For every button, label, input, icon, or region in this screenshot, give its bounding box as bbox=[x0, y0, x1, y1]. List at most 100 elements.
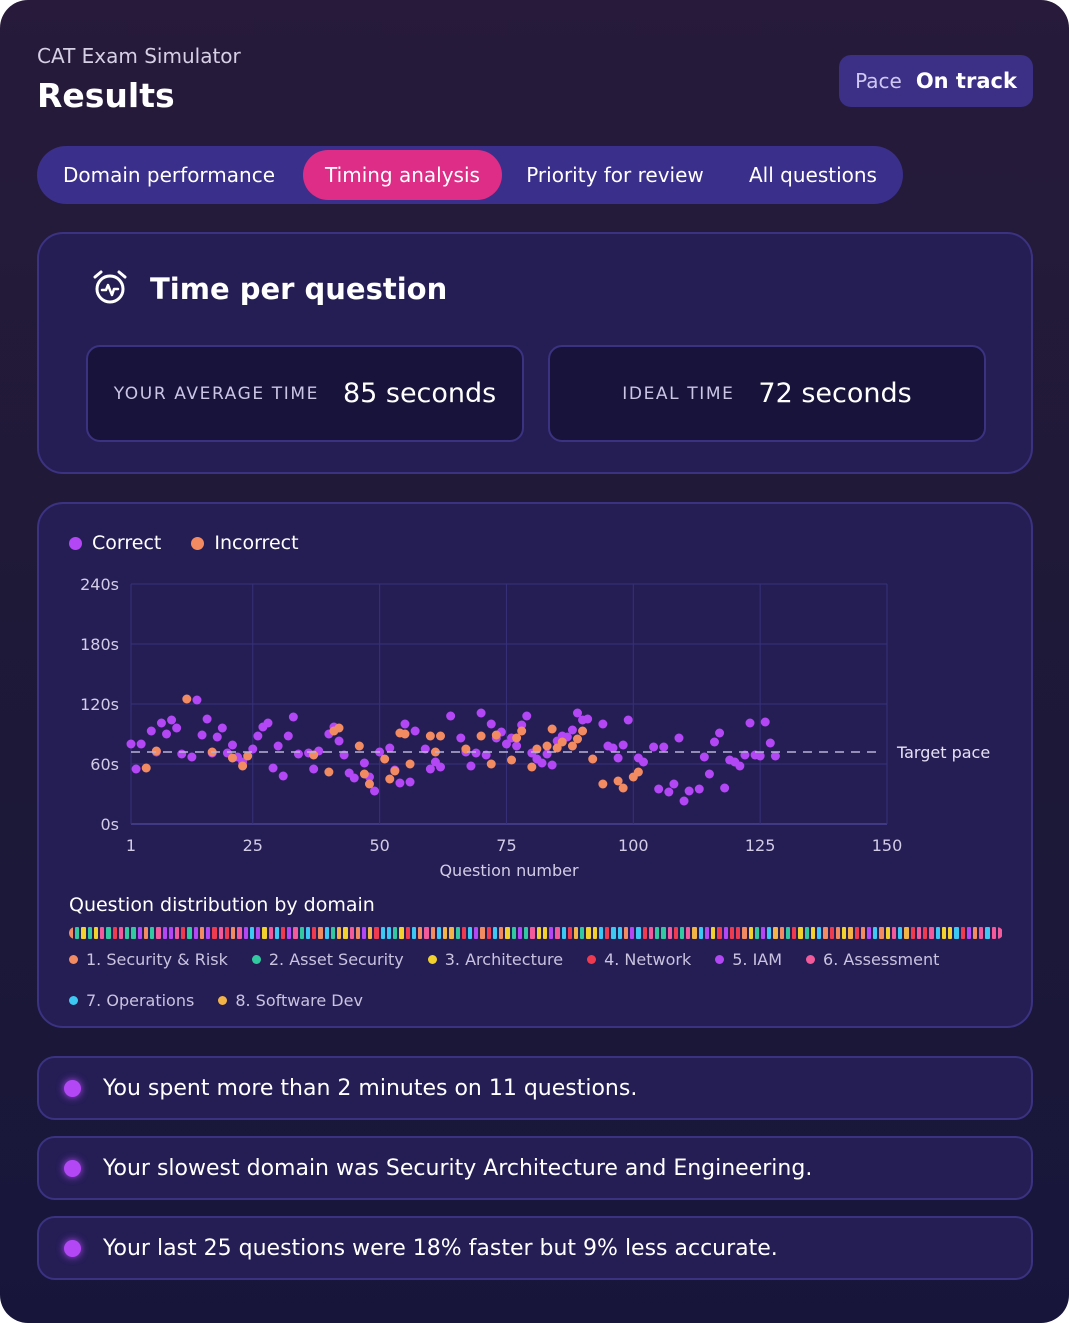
domain-strip-cell bbox=[112, 927, 117, 939]
correct-point bbox=[618, 740, 628, 750]
correct-point bbox=[425, 764, 435, 774]
correct-point bbox=[136, 739, 146, 749]
domain-strip-cell bbox=[380, 927, 385, 939]
domain-legend-item: 6. Assessment bbox=[806, 950, 939, 969]
domain-legend-label: 7. Operations bbox=[86, 991, 195, 1010]
domain-strip-cell bbox=[717, 927, 722, 939]
domain-strip-cell bbox=[673, 927, 678, 939]
correct-point bbox=[293, 749, 303, 759]
correct-point bbox=[649, 742, 659, 752]
domain-legend: 1. Security & Risk 2. Asset Security 3. Ar… bbox=[69, 950, 969, 1010]
domain-strip-cell bbox=[648, 927, 654, 939]
domain-strip-cell bbox=[617, 927, 622, 939]
tab-domain-performance[interactable]: Domain performance bbox=[62, 163, 276, 187]
domain-legend-label: 2. Asset Security bbox=[268, 950, 404, 969]
tab-timing-analysis[interactable]: Timing analysis bbox=[303, 150, 502, 200]
domain-strip-cell bbox=[873, 927, 878, 939]
domain-strip-cell bbox=[156, 927, 161, 939]
domain-strip-cell bbox=[524, 927, 529, 939]
domain-strip-cell bbox=[948, 927, 953, 939]
correct-point bbox=[456, 733, 466, 743]
correct-point bbox=[572, 708, 582, 718]
correct-point bbox=[567, 725, 577, 735]
domain-strip-cell bbox=[181, 927, 186, 939]
domain-strip-cell bbox=[100, 927, 105, 939]
correct-point bbox=[694, 784, 704, 794]
x-tick-label: 1 bbox=[126, 836, 136, 855]
incorrect-point bbox=[324, 767, 334, 777]
domain-strip-cell bbox=[729, 927, 735, 939]
domain-legend-label: 8. Software Dev bbox=[235, 991, 363, 1010]
domain-strip-cell bbox=[499, 927, 504, 939]
incorrect-point bbox=[572, 734, 582, 744]
domain-strip-cell bbox=[804, 927, 809, 939]
domain-strip-cell bbox=[636, 927, 641, 939]
tab-priority-for-review[interactable]: Priority for review bbox=[526, 163, 704, 187]
domain-strip-cell bbox=[748, 927, 753, 939]
domain-strip-cell bbox=[898, 927, 903, 939]
domain-strip-cell bbox=[293, 927, 298, 939]
domain-strip-cell bbox=[511, 927, 516, 939]
y-tick-label: 120s bbox=[80, 695, 119, 714]
domain-strip-cell bbox=[686, 927, 691, 939]
domain-strip-cell bbox=[623, 927, 629, 939]
correct-point bbox=[466, 761, 476, 771]
insight-last-questions: Your last 25 questions were 18% faster b… bbox=[37, 1216, 1033, 1280]
average-time-stat: YOUR AVERAGE TIME 85 seconds bbox=[86, 345, 524, 442]
domain-legend-item: 1. Security & Risk bbox=[69, 950, 228, 969]
domain-strip-cell bbox=[324, 927, 329, 939]
correct-point bbox=[162, 729, 172, 739]
domain-strip-cell bbox=[567, 927, 572, 939]
correct-point bbox=[664, 787, 674, 797]
domain-strip-cell bbox=[256, 927, 261, 939]
domain-strip-cell bbox=[237, 927, 242, 939]
domain-strip-cell bbox=[468, 927, 473, 939]
tab-all-questions[interactable]: All questions bbox=[749, 163, 877, 187]
domain-legend-label: 5. IAM bbox=[732, 950, 783, 969]
average-time-label: YOUR AVERAGE TIME bbox=[113, 383, 319, 404]
incorrect-point bbox=[613, 776, 623, 786]
domain-dot-icon bbox=[715, 955, 725, 964]
incorrect-point bbox=[557, 737, 567, 747]
domain-strip-cell bbox=[355, 927, 361, 939]
correct-point bbox=[608, 743, 618, 753]
domain-strip-cell bbox=[486, 927, 491, 939]
correct-point bbox=[192, 695, 202, 705]
correct-point bbox=[613, 753, 623, 763]
pace-badge: Pace On track bbox=[839, 55, 1033, 107]
domain-strip-cell bbox=[667, 927, 672, 939]
domain-distribution-strip bbox=[69, 927, 1003, 939]
domain-strip-cell bbox=[904, 927, 909, 939]
domain-strip-cell bbox=[168, 927, 173, 939]
correct-point bbox=[522, 711, 532, 721]
domain-strip-cell bbox=[374, 927, 379, 939]
domain-strip-cell bbox=[941, 927, 947, 939]
correct-point bbox=[172, 723, 182, 733]
domain-dot-icon bbox=[806, 955, 816, 964]
domain-legend-item: 8. Software Dev bbox=[218, 991, 363, 1010]
correct-point bbox=[370, 786, 380, 796]
domain-strip-cell bbox=[418, 927, 423, 939]
domain-strip-cell bbox=[754, 927, 760, 939]
incorrect-point bbox=[517, 726, 527, 736]
correct-point bbox=[699, 752, 709, 762]
domain-strip-cell bbox=[580, 927, 585, 939]
domain-strip-cell bbox=[131, 927, 136, 939]
domain-strip-cell bbox=[93, 927, 99, 939]
correct-point bbox=[217, 723, 227, 733]
incorrect-point bbox=[400, 729, 410, 739]
domain-strip-cell bbox=[125, 927, 130, 939]
insight-text: Your slowest domain was Security Archite… bbox=[103, 1155, 813, 1181]
domain-strip-cell bbox=[81, 927, 86, 939]
y-tick-label: 240s bbox=[80, 575, 119, 594]
domain-strip-cell bbox=[243, 927, 248, 939]
incorrect-point bbox=[390, 766, 400, 776]
domain-strip-cell bbox=[349, 927, 354, 939]
legend-incorrect-label: Incorrect bbox=[214, 532, 299, 554]
correct-point bbox=[156, 718, 166, 728]
correct-point bbox=[167, 715, 177, 725]
domain-strip-cell bbox=[249, 927, 255, 939]
incorrect-point bbox=[380, 754, 390, 764]
incorrect-point bbox=[243, 751, 253, 761]
domain-strip-cell bbox=[212, 927, 217, 939]
